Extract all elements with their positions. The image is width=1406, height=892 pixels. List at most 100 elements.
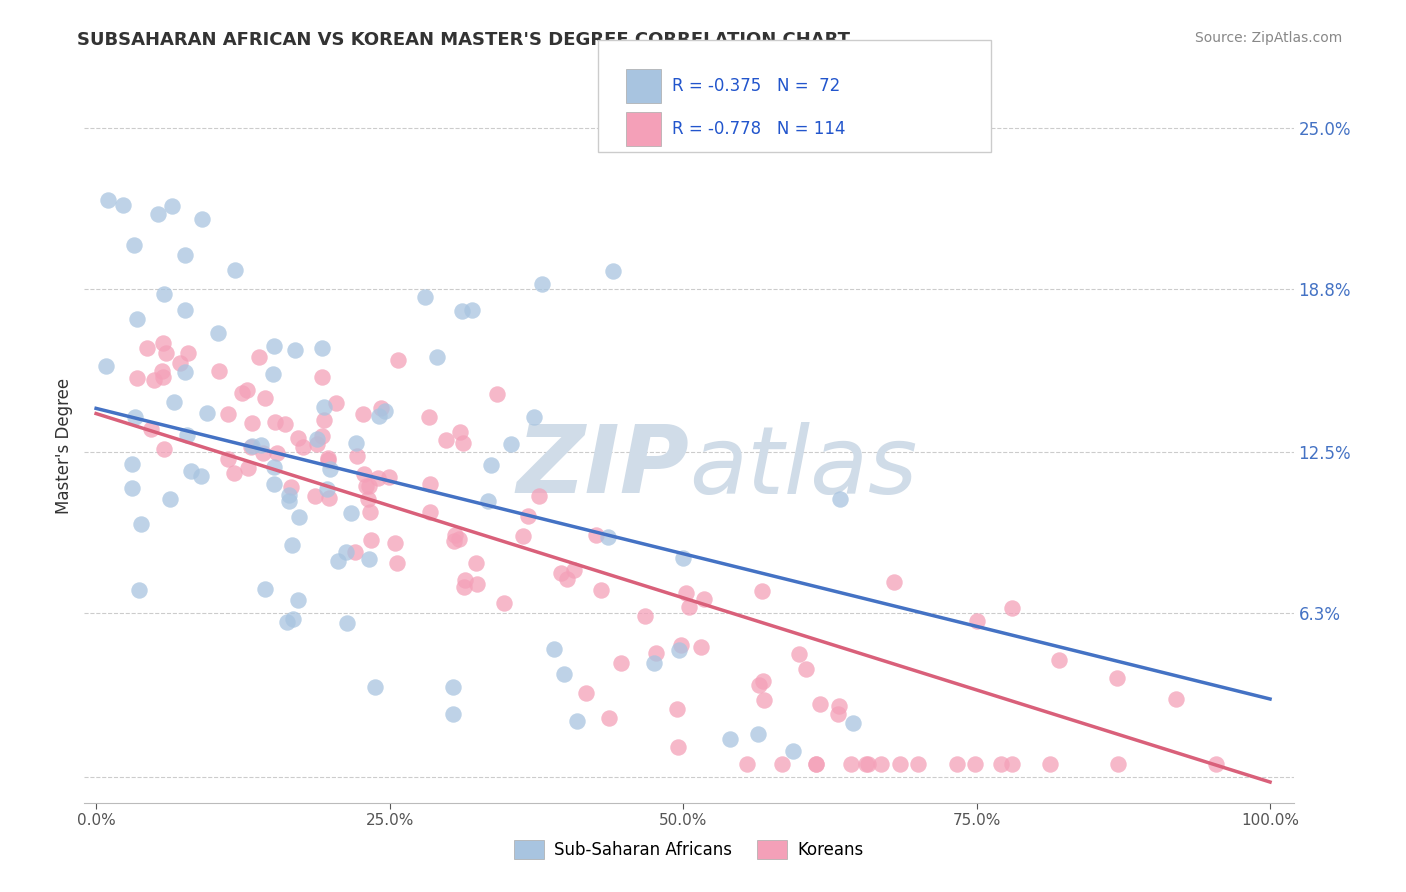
Point bbox=[240, 417, 263, 431]
Point bbox=[751, 673, 773, 688]
Point bbox=[274, 417, 297, 432]
Point bbox=[419, 505, 441, 519]
Text: ZIP: ZIP bbox=[516, 421, 689, 514]
Point bbox=[326, 554, 349, 568]
Point bbox=[288, 510, 311, 524]
Point bbox=[163, 394, 186, 409]
Point bbox=[668, 642, 690, 657]
Point bbox=[945, 756, 967, 771]
Point bbox=[360, 533, 382, 548]
Point bbox=[127, 311, 149, 326]
Point bbox=[553, 666, 575, 681]
Point bbox=[238, 461, 260, 475]
Point bbox=[782, 744, 804, 758]
Point bbox=[748, 678, 770, 692]
Point bbox=[562, 563, 585, 577]
Point bbox=[169, 356, 191, 370]
Point bbox=[485, 386, 508, 401]
Point bbox=[413, 290, 436, 304]
Point bbox=[152, 336, 174, 351]
Point bbox=[195, 406, 218, 420]
Point bbox=[827, 706, 849, 721]
Point bbox=[794, 662, 817, 676]
Point bbox=[217, 451, 239, 466]
Point bbox=[125, 370, 148, 384]
Point bbox=[176, 428, 198, 442]
Point bbox=[585, 528, 607, 542]
Point bbox=[889, 756, 911, 771]
Point bbox=[128, 582, 150, 597]
Point bbox=[598, 711, 620, 725]
Point bbox=[339, 507, 361, 521]
Point bbox=[291, 440, 314, 454]
Point bbox=[224, 263, 246, 277]
Text: atlas: atlas bbox=[689, 422, 917, 513]
Point bbox=[311, 429, 333, 443]
Point bbox=[669, 638, 692, 652]
Point bbox=[155, 346, 177, 360]
Point bbox=[751, 584, 773, 599]
Point bbox=[304, 489, 326, 503]
Point bbox=[240, 439, 263, 453]
Point bbox=[634, 608, 657, 623]
Point bbox=[124, 410, 146, 425]
Point bbox=[354, 479, 377, 493]
Point bbox=[335, 544, 357, 558]
Point bbox=[252, 446, 274, 460]
Point bbox=[596, 530, 619, 544]
Point bbox=[465, 577, 488, 591]
Point bbox=[689, 640, 711, 655]
Point bbox=[357, 551, 380, 566]
Point bbox=[367, 409, 389, 423]
Point bbox=[277, 493, 299, 508]
Point bbox=[806, 756, 828, 771]
Point bbox=[527, 489, 550, 503]
Point bbox=[173, 365, 195, 379]
Legend: Sub-Saharan Africans, Koreans: Sub-Saharan Africans, Koreans bbox=[508, 833, 870, 866]
Point bbox=[517, 509, 540, 524]
Point bbox=[754, 693, 776, 707]
Text: R = -0.778   N = 114: R = -0.778 N = 114 bbox=[672, 120, 845, 137]
Point bbox=[666, 740, 689, 755]
Point bbox=[159, 492, 181, 507]
Point bbox=[644, 646, 666, 660]
Point bbox=[418, 410, 440, 425]
Point bbox=[353, 467, 375, 481]
Point bbox=[305, 432, 328, 446]
Point bbox=[325, 395, 347, 409]
Point bbox=[770, 756, 793, 771]
Point bbox=[312, 400, 335, 414]
Point bbox=[808, 698, 831, 712]
Point bbox=[162, 199, 184, 213]
Point bbox=[346, 449, 368, 463]
Point bbox=[319, 462, 342, 476]
Point bbox=[1107, 671, 1129, 685]
Point bbox=[152, 442, 174, 457]
Point bbox=[283, 612, 305, 626]
Point bbox=[1001, 601, 1024, 615]
Text: R = -0.375   N =  72: R = -0.375 N = 72 bbox=[672, 77, 841, 95]
Point bbox=[231, 386, 253, 401]
Point bbox=[254, 391, 277, 405]
Point bbox=[1047, 653, 1070, 667]
Point bbox=[250, 438, 273, 452]
Point bbox=[747, 727, 769, 741]
Point bbox=[253, 582, 276, 597]
Point bbox=[450, 303, 472, 318]
Point bbox=[336, 615, 359, 630]
Point bbox=[512, 529, 534, 543]
Point bbox=[177, 345, 200, 359]
Point bbox=[1107, 756, 1129, 771]
Point bbox=[856, 756, 879, 771]
Point bbox=[454, 574, 477, 588]
Point bbox=[173, 303, 195, 318]
Point bbox=[870, 756, 893, 771]
Point bbox=[828, 491, 851, 506]
Point bbox=[531, 277, 554, 291]
Point bbox=[966, 614, 988, 628]
Point bbox=[1039, 756, 1062, 771]
Point bbox=[280, 480, 302, 494]
Point bbox=[276, 615, 298, 630]
Point bbox=[121, 458, 143, 472]
Point bbox=[240, 440, 263, 454]
